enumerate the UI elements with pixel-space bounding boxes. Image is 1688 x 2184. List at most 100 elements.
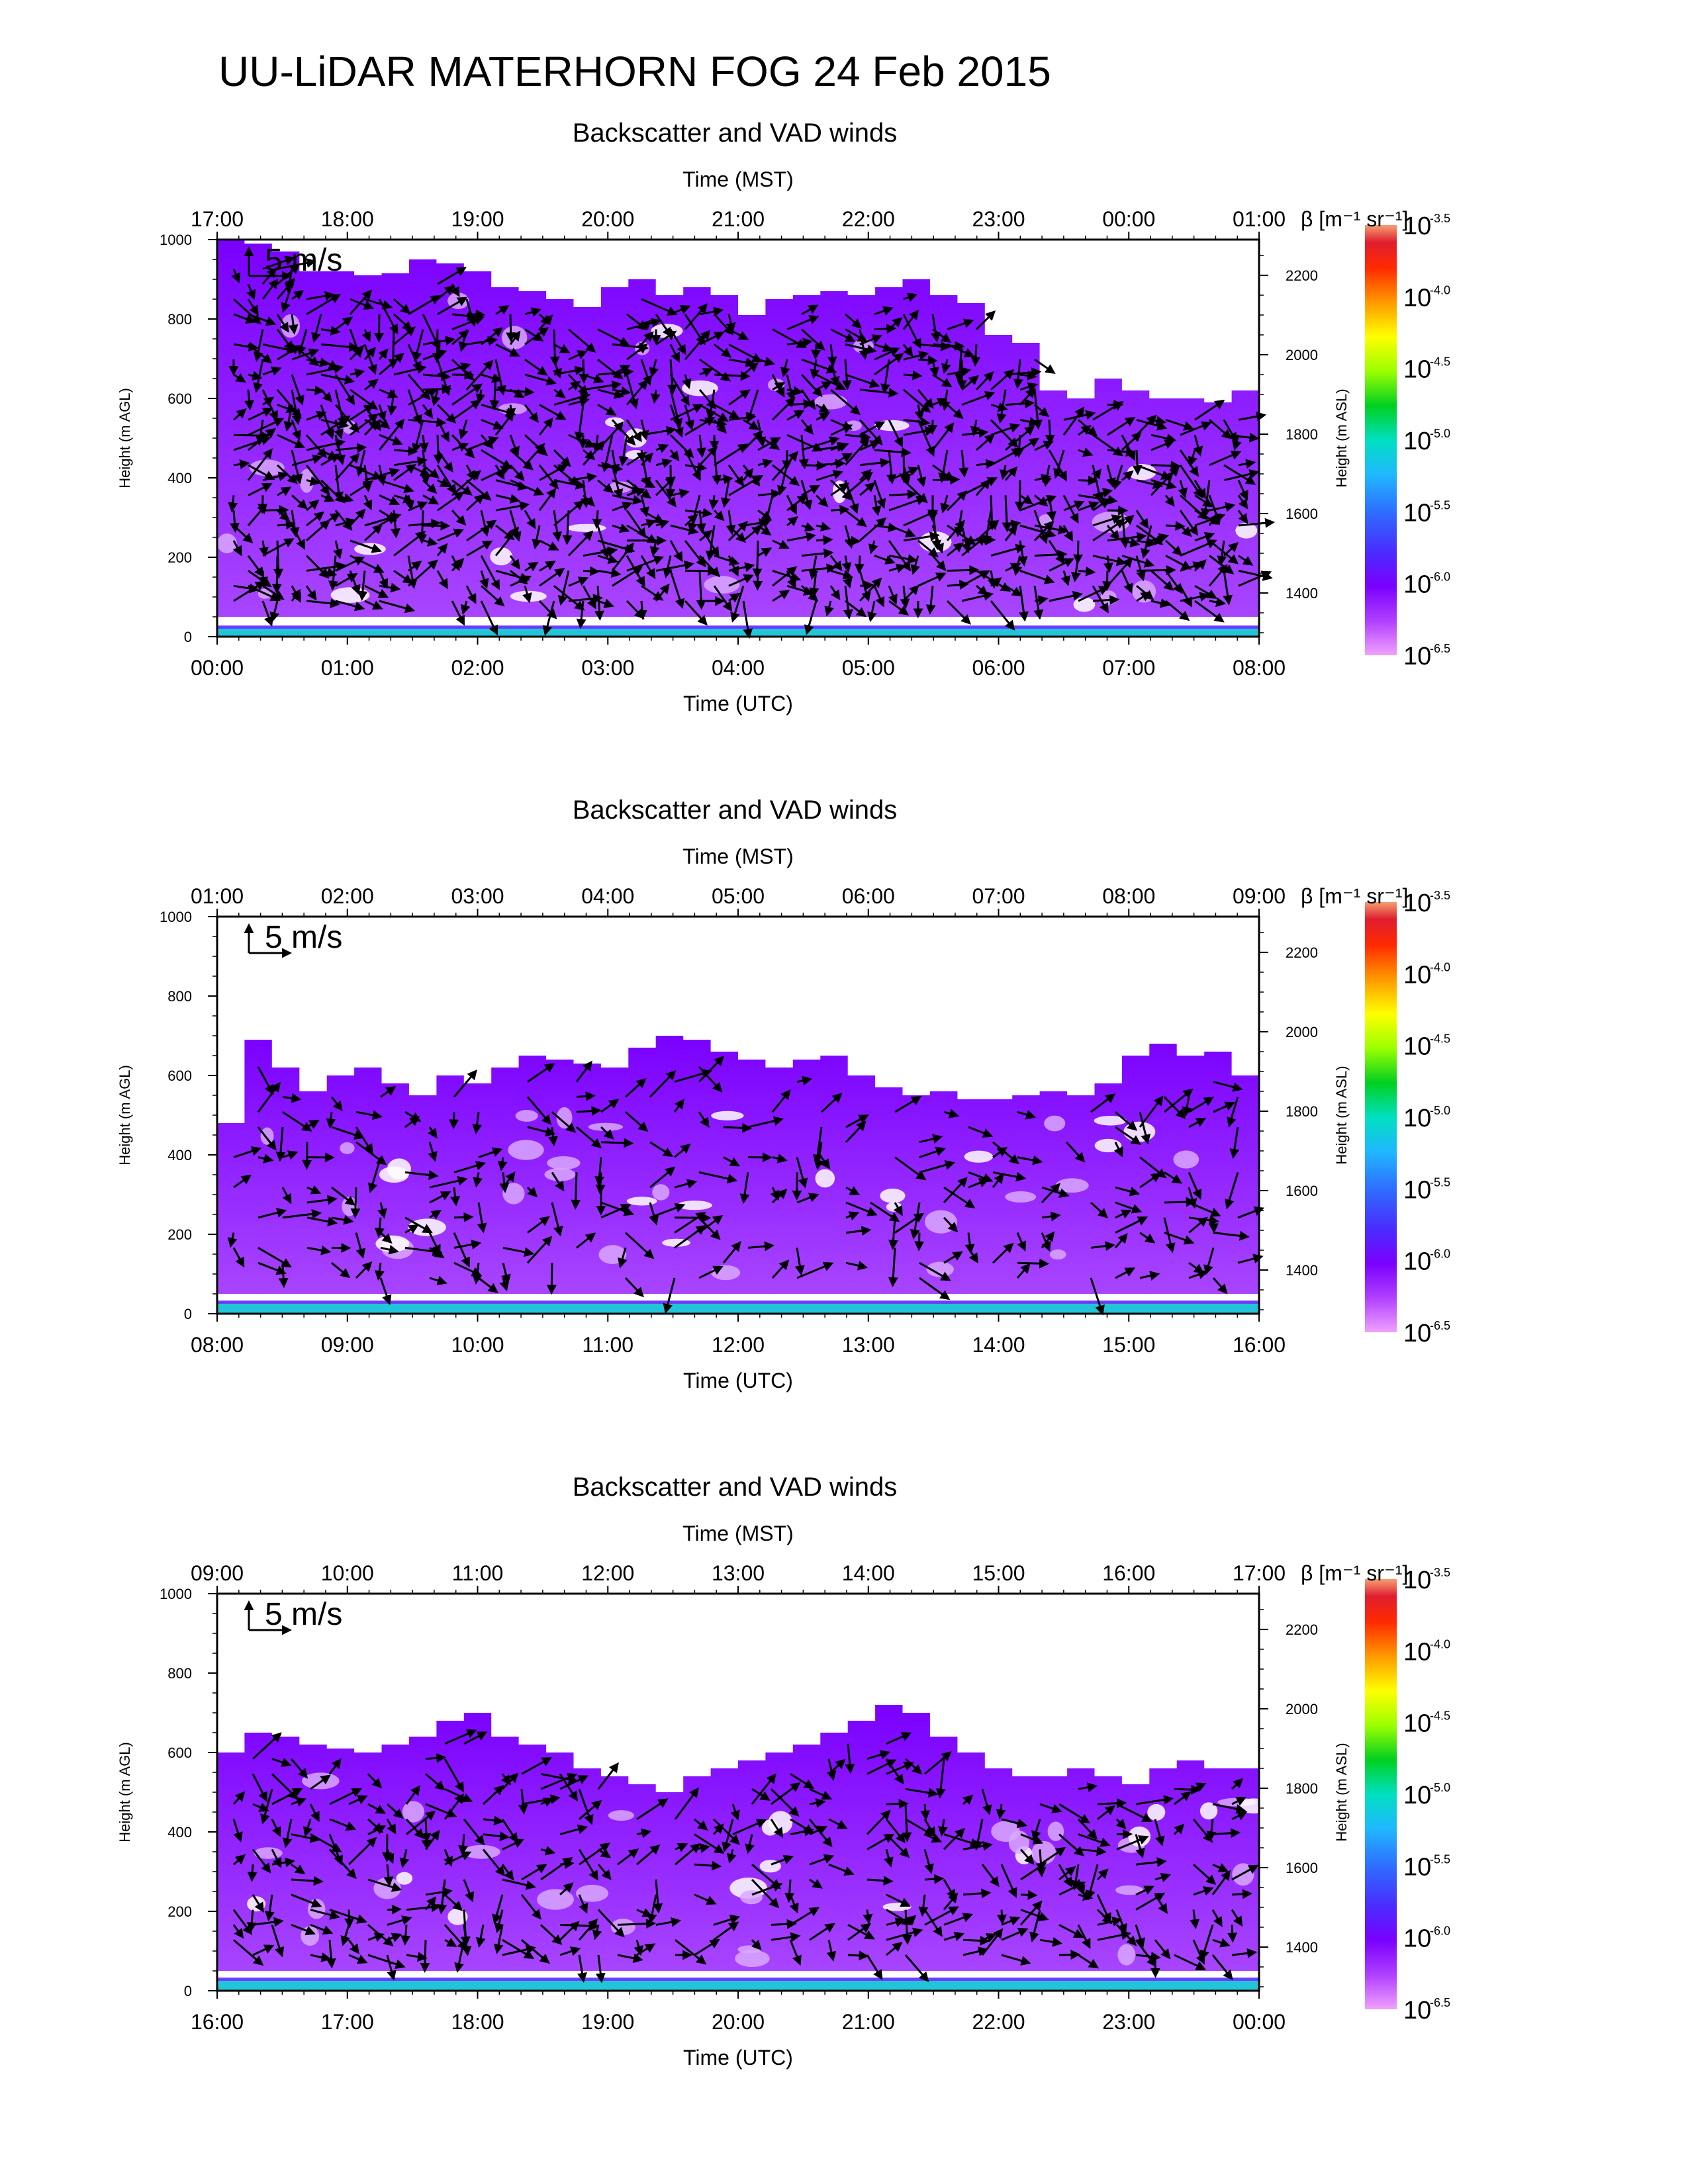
y-tick-label: 800	[167, 1665, 192, 1682]
wind-vector	[682, 374, 692, 389]
wind-vector	[335, 600, 365, 612]
wind-vector	[742, 464, 761, 487]
colorbar-tick-exponent: -4.0	[1430, 283, 1450, 296]
wind-vector	[281, 1187, 292, 1205]
wind-vector	[786, 398, 814, 409]
wind-vector	[451, 359, 475, 381]
panel-1: Backscatter and VAD winds Time (MST) 5 m/s…	[117, 118, 1450, 715]
wind-vector	[393, 464, 417, 481]
wind-vector	[1078, 447, 1094, 457]
wind-vector	[466, 479, 492, 501]
wind-vector	[458, 329, 469, 353]
wind-vector	[1106, 525, 1120, 541]
wind-vector	[465, 465, 476, 481]
backscatter-gap	[652, 1184, 670, 1201]
wind-vector	[306, 561, 347, 572]
wind-vector	[816, 522, 831, 532]
colorbar-tick-exponent: -5.5	[1430, 1852, 1450, 1866]
wind-vector	[931, 422, 955, 451]
wind-vector	[742, 468, 754, 481]
backscatter-gap	[463, 1844, 500, 1859]
wind-vector	[421, 1819, 432, 1843]
wind-vector	[510, 479, 545, 496]
wind-vector	[804, 600, 818, 635]
wind-vector	[364, 298, 393, 310]
wind-vector	[931, 314, 941, 343]
wind-vector	[1179, 585, 1192, 608]
colorbar-tick-base: 10	[1403, 1248, 1431, 1276]
wind-vector	[888, 524, 916, 537]
wind-vector	[772, 566, 798, 587]
y-tick-label: 0	[184, 629, 192, 645]
bottom-tick-label: 18:00	[451, 2010, 504, 2034]
wind-vector	[940, 495, 950, 514]
wind-vector	[1227, 1925, 1238, 1943]
wind-vector	[258, 1261, 287, 1275]
wind-vector	[311, 314, 322, 343]
wind-vector	[553, 449, 571, 467]
wind-vector	[961, 570, 990, 587]
wind-vector	[669, 328, 686, 355]
colorbar-tick-exponent: -3.5	[1430, 889, 1450, 902]
wind-vector	[363, 494, 373, 511]
wind-vector	[886, 1799, 909, 1809]
wind-vector	[596, 525, 610, 559]
wind-vector	[378, 418, 405, 451]
bottom-tick-label: 20:00	[712, 2010, 765, 2034]
wind-vector	[1238, 459, 1256, 469]
wind-vector	[256, 420, 265, 446]
wind-vector	[364, 600, 383, 610]
wind-vector	[407, 389, 422, 426]
wind-vector	[465, 359, 494, 390]
wind-vector	[841, 359, 852, 390]
colorbar-tick-base: 10	[1403, 1105, 1431, 1132]
wind-vector	[757, 488, 782, 499]
wind-vector	[786, 433, 823, 452]
wind-vector	[843, 586, 853, 620]
wind-vector	[257, 1126, 277, 1151]
backscatter-gap	[964, 1150, 994, 1163]
y-tick-label: 600	[167, 390, 192, 407]
bottom-tick-label: 08:00	[191, 1333, 244, 1357]
panel-title: Backscatter and VAD winds	[573, 118, 898, 148]
wind-vector	[524, 307, 541, 317]
wind-vector	[757, 459, 773, 469]
wind-vector	[626, 479, 651, 499]
wind-vector	[726, 314, 736, 334]
wind-vector	[684, 539, 706, 568]
wind-vector	[277, 433, 305, 449]
wind-vector	[546, 1263, 557, 1295]
top-tick-label: 14:00	[842, 1561, 895, 1585]
wind-vector	[326, 1112, 336, 1129]
backscatter-gap	[608, 1810, 635, 1821]
wind-vector	[451, 555, 460, 571]
wind-vector	[436, 359, 451, 396]
wind-vector	[1165, 555, 1192, 570]
wind-vector	[538, 313, 551, 326]
colorbar-tick-exponent: -5.0	[1430, 427, 1450, 440]
wind-vector	[925, 586, 936, 615]
wind-vector	[929, 359, 939, 378]
wind-vector	[1150, 416, 1166, 426]
wind-vector	[669, 343, 680, 363]
wind-vector	[641, 519, 657, 529]
x-axis-label: Time (UTC)	[683, 692, 793, 715]
wind-vector	[1000, 465, 1009, 480]
wind-vector	[1097, 1798, 1127, 1809]
wind-vector	[291, 449, 303, 484]
y2-axis-label: Height (m ASL)	[1333, 388, 1350, 487]
wind-vector	[387, 389, 397, 416]
backscatter-region	[217, 240, 1259, 617]
wind-vector	[509, 434, 520, 457]
top-tick-label: 08:00	[1102, 884, 1155, 908]
wind-vector	[253, 359, 264, 393]
backscatter-gap	[490, 547, 512, 566]
wind-vector	[830, 419, 853, 430]
wind-vector	[495, 494, 520, 504]
wind-vector	[816, 459, 846, 469]
wind-vector	[571, 1172, 581, 1210]
wind-vector	[772, 328, 807, 348]
wind-vector	[1005, 584, 1023, 597]
wind-vector	[874, 306, 894, 316]
